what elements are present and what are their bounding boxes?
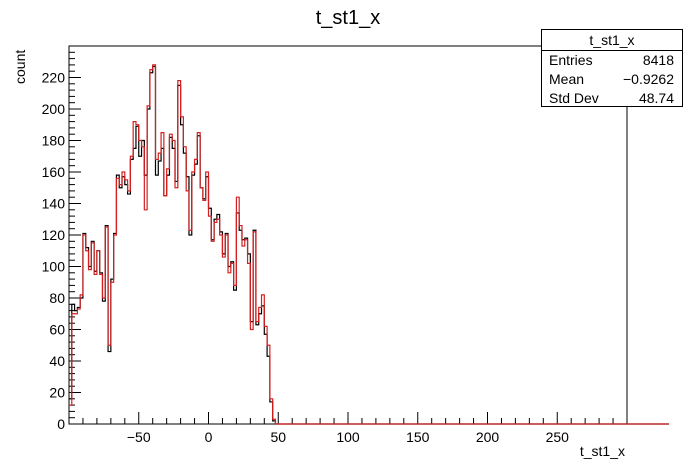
stats-row-stddev: Std Dev 48.74 xyxy=(542,89,682,108)
histogram-series-1 xyxy=(69,65,669,425)
stats-mean-value: −0.9262 xyxy=(623,71,674,87)
stats-stddev-value: 48.74 xyxy=(638,90,674,106)
y-tick-label: 120 xyxy=(42,227,66,243)
stats-entries-value: 8418 xyxy=(642,52,674,68)
x-tick-label: −50 xyxy=(127,429,151,445)
y-tick-label: 100 xyxy=(42,259,66,275)
stats-entries-label: Entries xyxy=(549,52,593,68)
y-tick-label: 40 xyxy=(49,353,65,369)
y-tick-label: 160 xyxy=(42,164,66,180)
x-tick-label: 200 xyxy=(476,429,500,445)
stats-mean-label: Mean xyxy=(549,71,585,87)
x-tick-label: 100 xyxy=(336,429,360,445)
stats-stddev-label: Std Dev xyxy=(549,90,599,106)
x-tick-label: 150 xyxy=(406,429,430,445)
x-tick-label: 50 xyxy=(270,429,286,445)
y-tick-label: 140 xyxy=(42,196,66,212)
axis-ticks: −50 0 50 100 150 200 250 0 20 40 60 80 100 120 140 160 1… xyxy=(42,45,628,445)
stats-title: t_st1_x xyxy=(542,30,682,51)
y-tick-label: 180 xyxy=(42,133,66,149)
x-tick-label: 250 xyxy=(546,429,570,445)
y-tick-label: 0 xyxy=(57,416,65,432)
x-tick-label: 0 xyxy=(205,429,213,445)
y-tick-label: 220 xyxy=(42,70,66,86)
y-tick-label: 80 xyxy=(49,290,65,306)
stats-box: t_st1_x Entries 8418 Mean −0.9262 Std De… xyxy=(541,29,683,107)
series-group xyxy=(69,64,669,425)
y-axis-label: count xyxy=(12,50,28,84)
y-tick-label: 20 xyxy=(49,385,65,401)
y-tick-label: 60 xyxy=(49,322,65,338)
x-axis-label: t_st1_x xyxy=(580,443,625,459)
stats-row-entries: Entries 8418 xyxy=(542,51,682,70)
y-tick-label: 200 xyxy=(42,101,66,117)
histogram-series-2 xyxy=(69,64,669,425)
stats-row-mean: Mean −0.9262 xyxy=(542,70,682,89)
chart-title: t_st1_x xyxy=(316,7,380,29)
